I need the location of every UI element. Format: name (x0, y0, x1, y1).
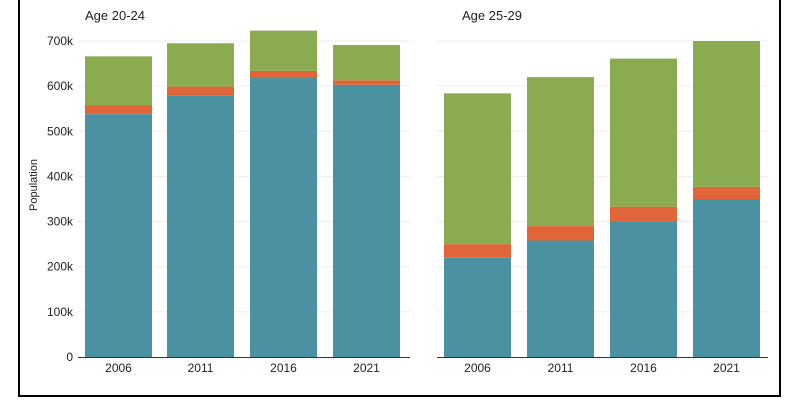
bar-segment-2016-s0 (250, 78, 317, 357)
x-tick-label: 2021 (353, 361, 380, 375)
panel-title: Age 25-29 (462, 8, 522, 23)
x-tick-labels: 2006 2011 2016 2021 (105, 361, 380, 375)
bar-segment-2016-s0 (610, 221, 677, 357)
y-tick-label: 600k (47, 79, 74, 93)
y-tick-label: 400k (47, 169, 74, 183)
x-tick-labels: 2006 2011 2016 2021 (464, 361, 740, 375)
x-tick-label: 2016 (630, 361, 657, 375)
bar-segment-2016-s1 (250, 70, 317, 79)
y-tick-label: 300k (47, 215, 74, 229)
x-tick-label: 2006 (464, 361, 491, 375)
y-axis-label: Population (28, 159, 40, 211)
bar-segment-2011-s0 (167, 95, 234, 357)
bar-segment-2011-s1 (167, 86, 234, 96)
bar-segment-2011-s2 (527, 77, 594, 227)
bars (85, 30, 400, 357)
bars (444, 41, 760, 357)
panel-age-25-29: Age 25-29 2006 2011 2016 2021 (437, 8, 768, 375)
bar-segment-2021-s1 (333, 80, 400, 85)
bar-segment-2011-s2 (167, 43, 234, 87)
bar-segment-2016-s1 (610, 206, 677, 222)
bar-segment-2006-s1 (85, 105, 152, 115)
x-tick-label: 2011 (548, 361, 574, 375)
y-tick-label: 100k (47, 305, 74, 319)
bar-segment-2021-s0 (333, 84, 400, 357)
x-tick-label: 2011 (188, 361, 214, 375)
bar-segment-2006-s2 (444, 93, 511, 245)
bar-segment-2016-s2 (250, 30, 317, 71)
bar-segment-2021-s2 (333, 45, 400, 81)
bar-segment-2021-s2 (693, 41, 760, 187)
y-tick-label: 200k (47, 260, 74, 274)
bar-segment-2006-s1 (444, 244, 511, 258)
bar-segment-2006-s0 (85, 114, 152, 357)
panel-age-20-24: Age 20-24 Population 0 100k 200k 300k 400k 50… (28, 8, 410, 375)
y-tick-label: 0 (66, 350, 73, 364)
panel-title: Age 20-24 (85, 8, 145, 23)
x-tick-label: 2006 (105, 361, 132, 375)
bar-segment-2021-s1 (693, 186, 760, 199)
bar-segment-2011-s1 (527, 226, 594, 241)
bar-segment-2021-s0 (693, 199, 760, 357)
bar-segment-2011-s0 (527, 240, 594, 357)
y-tick-label: 700k (47, 34, 74, 48)
y-tick-labels: 0 100k 200k 300k 400k 500k 600k 700k (47, 34, 74, 364)
bar-segment-2016-s2 (610, 58, 677, 207)
y-tick-label: 500k (47, 124, 74, 138)
bar-segment-2006-s2 (85, 56, 152, 106)
x-tick-label: 2016 (270, 361, 297, 375)
x-tick-label: 2021 (713, 361, 740, 375)
bar-segment-2006-s0 (444, 257, 511, 357)
